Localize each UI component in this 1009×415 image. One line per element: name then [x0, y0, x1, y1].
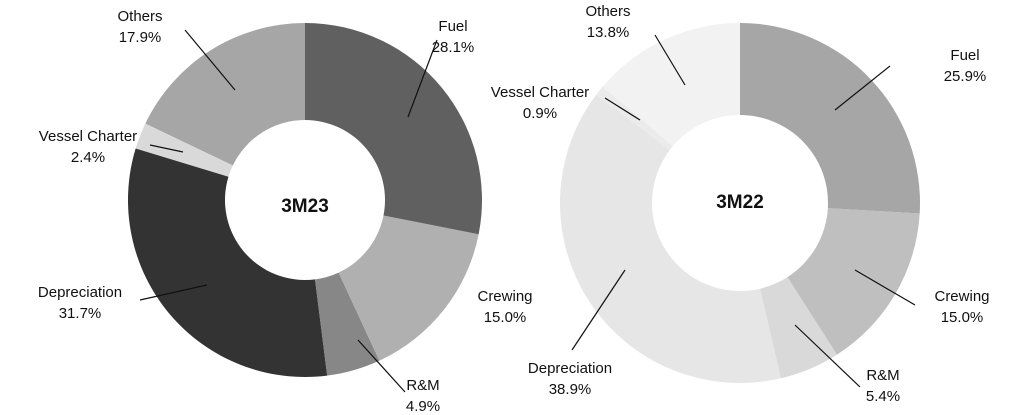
leader-line [149, 144, 184, 153]
slice-label: Depreciation [528, 360, 612, 377]
leader-line [407, 39, 438, 118]
slice-value-label: 13.8% [587, 24, 630, 41]
leader-line [139, 284, 208, 301]
slice-value-label: 4.9% [406, 398, 440, 415]
slice-label: R&M [406, 377, 439, 394]
donut-slice [305, 23, 482, 235]
donut-slice [145, 23, 305, 166]
slice-label: Crewing [934, 288, 989, 305]
chart-title: 3M23 [281, 196, 329, 217]
slice-value-label: 25.9% [944, 68, 987, 85]
slice-value-label: 0.9% [523, 105, 557, 122]
leader-line [604, 97, 641, 121]
slice-label: Vessel Charter [39, 128, 137, 145]
leader-line [184, 29, 236, 91]
leader-line [571, 269, 626, 351]
donut-slice [135, 123, 233, 177]
slice-label: Depreciation [38, 284, 122, 301]
donut-slice [560, 94, 781, 383]
slice-label: Fuel [438, 18, 467, 35]
slice-label: R&M [866, 367, 899, 384]
slice-value-label: 5.4% [866, 388, 900, 405]
chart-title: 3M22 [716, 192, 764, 213]
slice-value-label: 38.9% [549, 381, 592, 398]
slice-value-label: 28.1% [432, 39, 475, 56]
slice-label: Others [117, 8, 162, 25]
slice-label: Others [585, 3, 630, 20]
slice-value-label: 17.9% [119, 29, 162, 46]
donut-slice [787, 208, 920, 355]
leader-line [357, 339, 406, 393]
donut-slice [602, 23, 740, 147]
slice-value-label: 15.0% [941, 309, 984, 326]
leader-line [834, 65, 891, 111]
leader-line [654, 34, 686, 86]
donut-slice [315, 272, 380, 376]
slice-label: Fuel [950, 47, 979, 64]
leader-line [794, 324, 861, 388]
donut-slice [596, 86, 673, 151]
slice-value-label: 31.7% [59, 305, 102, 322]
donut-slice [128, 148, 328, 377]
leader-line [854, 269, 916, 306]
slice-value-label: 2.4% [71, 149, 105, 166]
donut-slice [740, 23, 920, 214]
slice-value-label: 15.0% [484, 309, 527, 326]
slice-label: Vessel Charter [491, 84, 589, 101]
slice-label: Crewing [477, 288, 532, 305]
donut-slice [338, 215, 479, 361]
